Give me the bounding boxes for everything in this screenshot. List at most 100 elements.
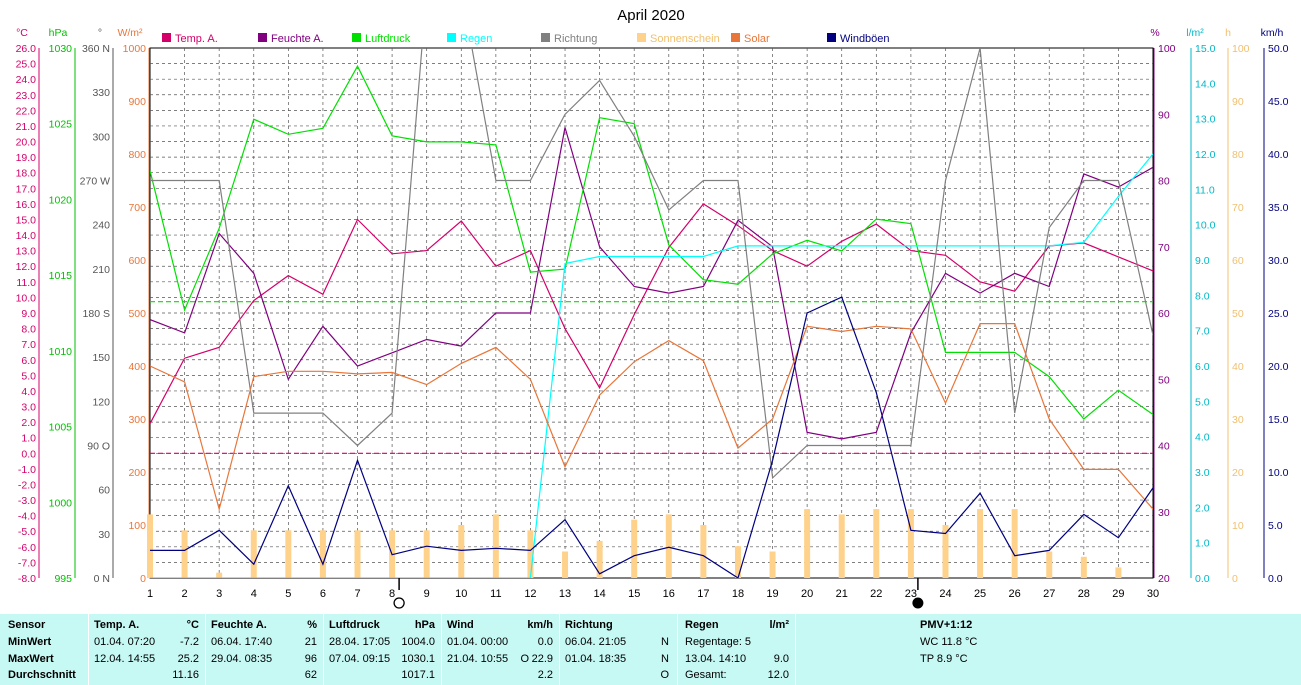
sunshine-tick-label: 70	[1232, 202, 1244, 214]
temp-tick-label: 17.0	[16, 183, 37, 195]
chart-title: April 2020	[617, 7, 685, 24]
durchschnitt-label: Durchschnitt	[8, 669, 76, 681]
solar-tick-label: 700	[128, 202, 146, 214]
sonnenschein-bar	[631, 519, 638, 578]
temp-tick-label: 0.0	[21, 448, 36, 460]
temp-tick-label: 5.0	[21, 370, 36, 382]
temp-tick-label: 6.0	[21, 355, 36, 367]
wind-min-time: 01.04. 00:00	[447, 636, 509, 648]
temp-a-series-line	[150, 203, 1153, 424]
humidity-tick-label: 30	[1158, 507, 1170, 519]
temp-tick-label: 13.0	[16, 246, 37, 258]
x-tick-label: 22	[870, 588, 882, 600]
pressure-tick-label: 1020	[49, 194, 73, 206]
temp-tick-label: 20.0	[16, 137, 37, 149]
rain-tick-label: 1.0	[1195, 538, 1210, 550]
rain-max-value: 9.0	[773, 653, 789, 665]
sunshine-tick-label: 30	[1232, 414, 1244, 426]
rain-tick-label: 14.0	[1195, 78, 1216, 90]
x-tick-label: 30	[1147, 588, 1159, 600]
dewpoint-value: TP 8.9 °C	[920, 653, 968, 665]
temp-tick-label: 15.0	[16, 214, 37, 226]
windb-en-legend-swatch	[827, 33, 836, 42]
sonnenschein-bar	[665, 514, 672, 578]
sonnenschein-bar	[769, 551, 776, 578]
solar-tick-label: 1000	[123, 43, 147, 55]
gust-tick-label: 10.0	[1268, 467, 1289, 479]
luftdruck-legend-label: Luftdruck	[365, 33, 411, 45]
humidity-min-time: 06.04. 17:40	[211, 636, 273, 648]
feuchte-a-legend-swatch	[258, 33, 267, 42]
sonnenschein-bar	[596, 540, 603, 578]
solar-tick-label: 0	[140, 573, 146, 585]
temp-a-legend-label: Temp. A.	[175, 33, 218, 45]
pressure-tick-label: 1010	[49, 346, 73, 358]
direction-tick-label: 210	[92, 264, 110, 276]
stats-wind-column: Wind km/h 01.04. 00:00 0.0 21.04. 10:55 …	[441, 614, 560, 685]
windb-en-series-line	[150, 296, 1153, 578]
gust-tick-label: 30.0	[1268, 255, 1289, 267]
x-tick-label: 19	[766, 588, 778, 600]
x-tick-label: 18	[732, 588, 744, 600]
sonnenschein-bar	[527, 530, 534, 578]
wind-unit: km/h	[527, 619, 553, 631]
x-tick-label: 4	[251, 588, 257, 600]
gust-tick-label: 35.0	[1268, 202, 1289, 214]
gust-unit-label: km/h	[1261, 27, 1284, 39]
statistics-panel: Sensor MinWert MaxWert Durchschnitt Temp…	[0, 614, 1301, 685]
monthly-weather-chart: 26.025.024.023.022.021.020.019.018.017.0…	[16, 7, 1289, 609]
sonnenschein-bar	[354, 530, 361, 578]
sonnenschein-bar	[907, 509, 914, 578]
pressure-max-value: 1030.1	[401, 653, 435, 665]
temp-tick-label: 10.0	[16, 292, 37, 304]
pressure-tick-label: 1000	[49, 497, 73, 509]
sonnenschein-legend-label: Sonnenschein	[650, 33, 720, 45]
solar-legend-label: Solar	[744, 33, 770, 45]
pressure-tick-label: 995	[54, 573, 72, 585]
temp-unit: °C	[186, 619, 199, 631]
x-tick-label: 17	[697, 588, 709, 600]
direction-min-value: N	[661, 636, 669, 648]
temp-tick-label: 18.0	[16, 168, 37, 180]
temp-tick-label: 21.0	[16, 121, 37, 133]
stats-sensor-column: Sensor MinWert MaxWert Durchschnitt	[0, 614, 89, 685]
temp-tick-label: 1.0	[21, 433, 36, 445]
sonnenschein-legend-swatch	[637, 33, 646, 42]
humidity-tick-label: 40	[1158, 441, 1170, 453]
regen-legend-label: Regen	[460, 33, 492, 45]
temp-tick-label: -8.0	[18, 573, 36, 585]
pressure-unit: hPa	[414, 619, 435, 631]
x-tick-label: 27	[1043, 588, 1055, 600]
temp-tick-label: 11.0	[16, 277, 36, 289]
sonnenschein-bar	[285, 530, 292, 578]
humidity-avg-value: 62	[304, 669, 317, 681]
stats-temp-column: Temp. A. °C 01.04. 07:20 -7.2 12.04. 14:…	[88, 614, 206, 685]
humidity-max-value: 96	[304, 653, 317, 665]
wind-avg-value: 2.2	[537, 669, 553, 681]
x-tick-label: 5	[285, 588, 291, 600]
temp-tick-label: 14.0	[16, 230, 37, 242]
direction-tick-label: 300	[92, 131, 110, 143]
stats-pressure-column: Luftdruck hPa 28.04. 17:05 1004.0 07.04.…	[323, 614, 442, 685]
direction-tick-label: 330	[92, 87, 110, 99]
x-tick-label: 1	[147, 588, 153, 600]
humidity-tick-label: 90	[1158, 109, 1170, 121]
sonnenschein-bar	[319, 530, 326, 578]
sonnenschein-bar	[216, 572, 223, 578]
sunshine-tick-label: 90	[1232, 96, 1244, 108]
humidity-unit-label: %	[1150, 27, 1159, 39]
humidity-unit: %	[307, 619, 317, 631]
wind-max-time: 21.04. 10:55	[447, 653, 509, 665]
humidity-tick-label: 50	[1158, 374, 1170, 386]
sonnenschein-bar	[1115, 567, 1122, 578]
sunshine-tick-label: 10	[1232, 520, 1244, 532]
rain-tick-label: 6.0	[1195, 361, 1210, 373]
solar-tick-label: 400	[128, 361, 146, 373]
temp-tick-label: 23.0	[16, 90, 37, 102]
stats-direction-column: Richtung 06.04. 21:05 N 01.04. 18:35 N O	[559, 614, 678, 685]
rain-total-label: Gesamt:	[685, 669, 727, 681]
stats-misc-column: PMV+1:12 WC 11.8 °C TP 8.9 °C	[795, 614, 1301, 685]
rain-tick-label: 10.0	[1195, 220, 1216, 232]
rain-header: Regen	[685, 619, 719, 631]
x-tick-label: 6	[320, 588, 326, 600]
